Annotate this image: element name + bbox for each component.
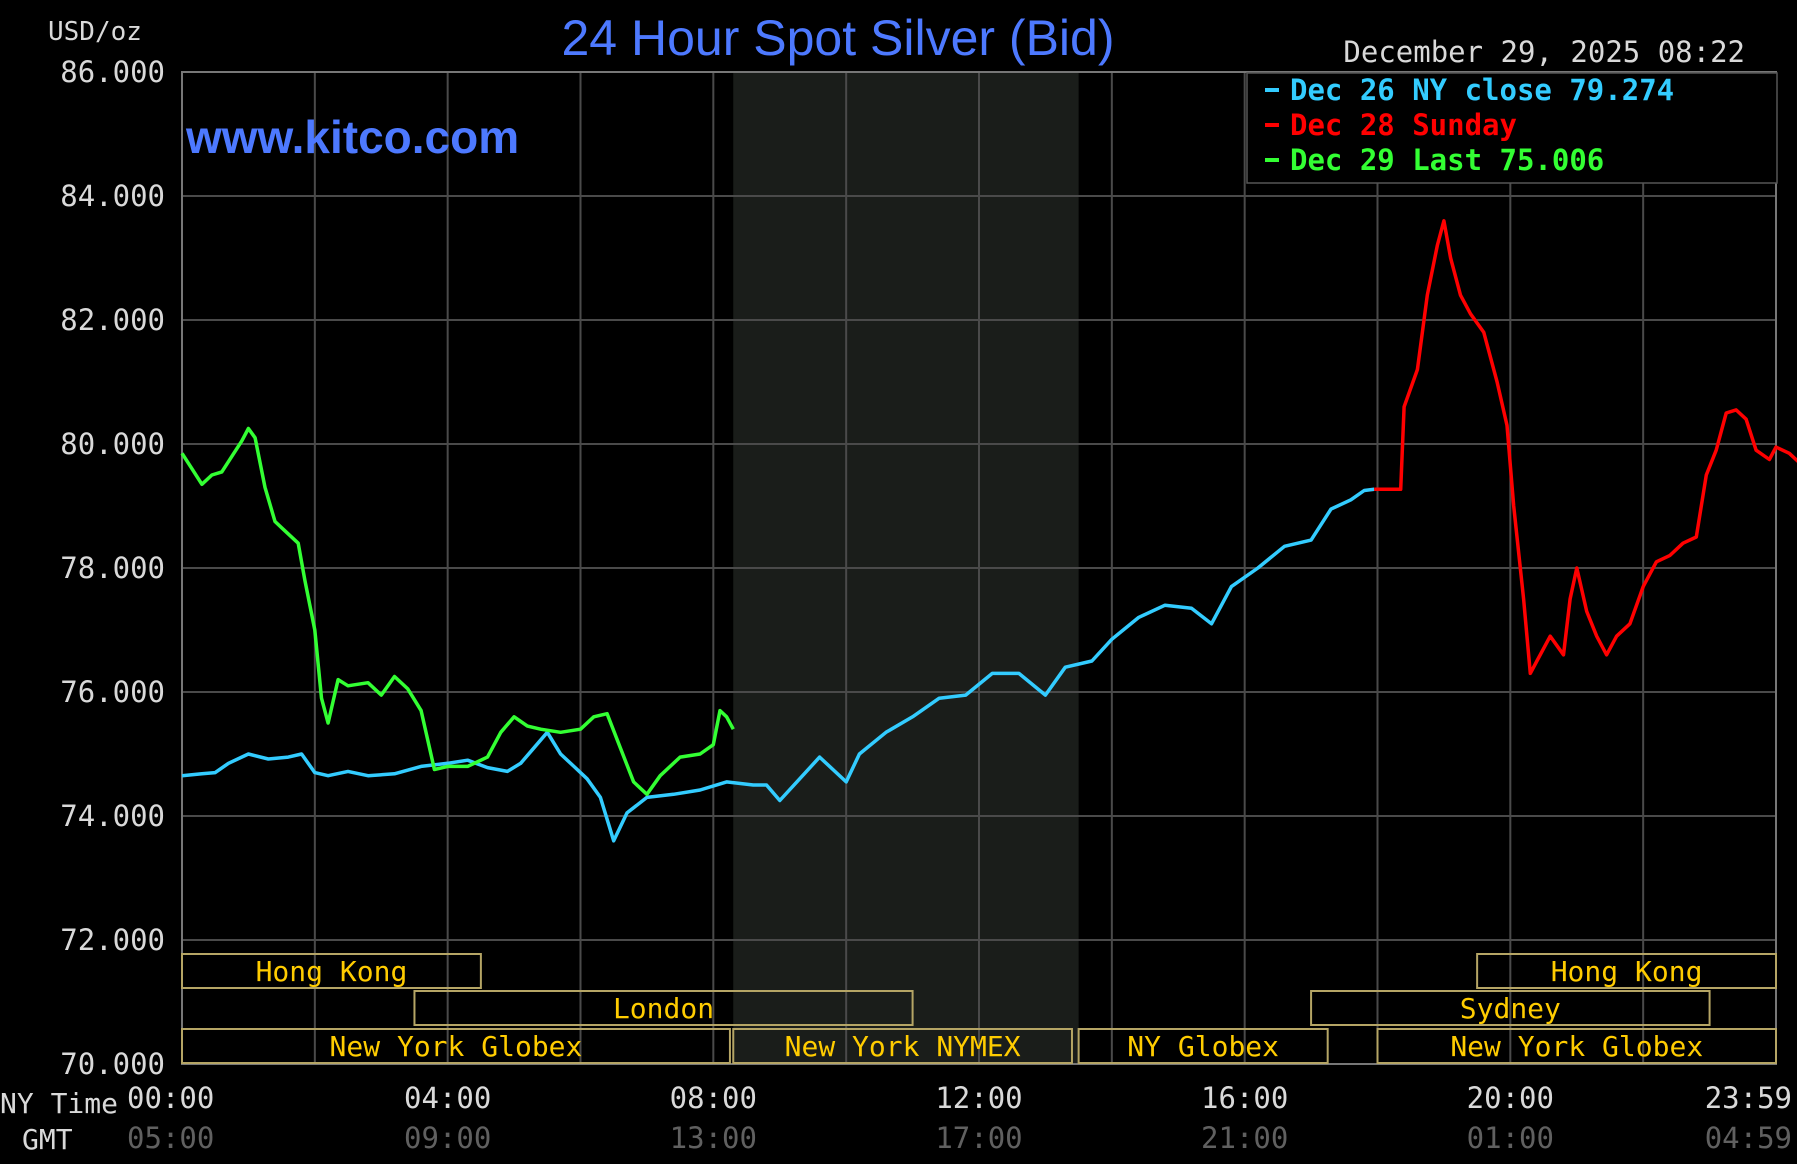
session-box (1376, 1028, 1777, 1064)
session-box (1077, 1028, 1329, 1064)
x-tick-gmt: 17:00 (935, 1121, 1022, 1155)
x-tick-ny: 08:00 (670, 1081, 757, 1115)
y-tick-label: 76.000 (60, 675, 165, 709)
session-box (181, 1028, 731, 1064)
unit-label: USD/oz (48, 17, 142, 47)
session-label: New York NYMEX (785, 1030, 1021, 1063)
x-tick-ny: 16:00 (1201, 1081, 1288, 1115)
session-label: New York Globex (330, 1030, 583, 1063)
session-box (1310, 990, 1711, 1026)
y-tick-label: 82.000 (60, 303, 165, 337)
session-label: London (613, 992, 714, 1025)
legend-entry: Dec 26 NY close 79.274 (1290, 73, 1674, 107)
kitco-watermark: www.kitco.com (185, 111, 519, 163)
y-tick-label: 70.000 (60, 1047, 165, 1081)
session-box (413, 990, 914, 1026)
y-tick-label: 84.000 (60, 179, 165, 213)
y-tick-label: 80.000 (60, 427, 165, 461)
session-box (1476, 953, 1777, 989)
session-label: Sydney (1460, 992, 1561, 1025)
session-box (732, 1028, 1073, 1064)
chart-title: 24 Hour Spot Silver (Bid) (561, 10, 1114, 66)
legend-entry: Dec 29 Last 75.006 (1290, 143, 1604, 177)
x-tick-gmt: 13:00 (670, 1121, 757, 1155)
x-tick-ny: 04:00 (404, 1081, 491, 1115)
x-axis-ny-label: NY Time (0, 1087, 118, 1120)
x-tick-ny: 00:00 (127, 1081, 214, 1115)
x-tick-ny: 12:00 (935, 1081, 1022, 1115)
x-tick-gmt: 21:00 (1201, 1121, 1288, 1155)
timestamp: December 29, 2025 08:22 (1343, 35, 1745, 69)
series-line (1374, 219, 1797, 676)
x-tick-gmt: 09:00 (404, 1121, 491, 1155)
grid (181, 71, 1777, 1065)
session-box (181, 953, 482, 989)
x-tick-gmt: 05:00 (127, 1121, 214, 1155)
x-tick-ny: 20:00 (1467, 1081, 1554, 1115)
session-label: New York Globex (1450, 1030, 1703, 1063)
x-axis-gmt-label: GMT (22, 1123, 73, 1156)
x-tick-gmt: 01:00 (1467, 1121, 1554, 1155)
series-layer (180, 219, 1797, 843)
session-label: NY Globex (1127, 1030, 1279, 1063)
series-line (181, 487, 1375, 843)
y-tick-label: 78.000 (60, 551, 165, 585)
series-line (180, 426, 735, 797)
axes: 86.000 84.000 82.000 80.000 78.000 76.000 74.0… (60, 55, 1792, 1155)
y-tick-label: 86.000 (60, 55, 165, 89)
y-tick-label: 74.000 (60, 799, 165, 833)
legend-entry: Dec 28 Sunday (1290, 108, 1517, 142)
legend-box (1246, 72, 1778, 184)
x-tick-ny: 23:59 (1705, 1081, 1792, 1115)
session-label: Hong Kong (256, 955, 408, 988)
x-tick-gmt: 04:59 (1705, 1121, 1792, 1155)
trading-sessions: Hong Kong Hong Kong London Sydney New York G… (181, 953, 1777, 1064)
y-tick-label: 72.000 (60, 923, 165, 957)
session-label: Hong Kong (1551, 955, 1703, 988)
